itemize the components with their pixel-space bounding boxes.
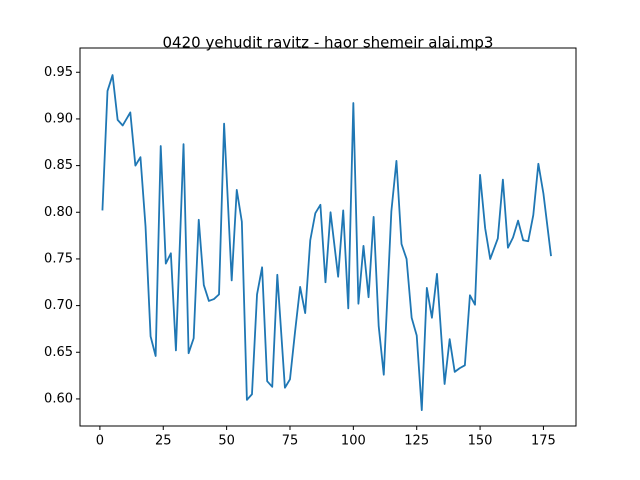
y-tick-label: 0.90 [44, 111, 73, 126]
y-tick-label: 0.85 [44, 158, 73, 173]
y-tick-label: 0.75 [44, 251, 73, 266]
x-tick-label: 25 [155, 434, 172, 449]
x-tick-label: 100 [341, 434, 366, 449]
x-tick-label: 175 [531, 434, 556, 449]
data-line [101, 74, 552, 412]
x-tick-label: 125 [404, 434, 429, 449]
x-tick-label: 0 [96, 434, 104, 449]
y-tick-label: 0.80 [44, 205, 73, 220]
x-tick-label: 75 [282, 434, 299, 449]
y-tick-label: 0.95 [44, 65, 73, 80]
x-tick-label: 50 [218, 434, 235, 449]
plot-frame [79, 47, 577, 427]
y-tick-label: 0.65 [44, 345, 73, 360]
y-tick-label: 0.70 [44, 298, 73, 313]
x-tick-label: 150 [468, 434, 493, 449]
y-tick-label: 0.60 [44, 391, 73, 406]
chart-title: 0420 yehudit ravitz - haor shemeir alai.… [163, 34, 494, 52]
